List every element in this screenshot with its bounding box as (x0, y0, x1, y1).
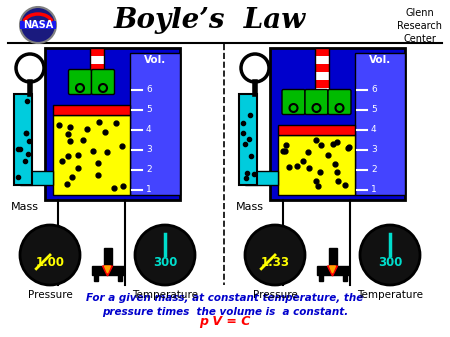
Bar (130, 53, 180, 195)
Circle shape (312, 104, 320, 112)
Bar (94, 275, 98, 281)
Text: 1.00: 1.00 (36, 256, 64, 270)
FancyBboxPatch shape (328, 90, 351, 115)
Bar (355, 53, 405, 195)
FancyBboxPatch shape (68, 69, 91, 94)
Text: Mass: Mass (11, 202, 39, 212)
Polygon shape (103, 266, 112, 276)
Bar (278, 135, 355, 195)
Text: 1: 1 (371, 185, 377, 194)
Circle shape (76, 84, 84, 92)
Bar (14, 94, 32, 185)
Text: NASA: NASA (23, 20, 53, 30)
Bar (315, 56, 328, 64)
Circle shape (20, 225, 80, 285)
Bar (20, 21, 56, 29)
Circle shape (20, 7, 56, 43)
Bar (239, 94, 257, 185)
Bar (315, 104, 328, 108)
Bar (90, 64, 104, 72)
Bar (90, 80, 104, 88)
Text: 4: 4 (146, 125, 152, 134)
Text: 1: 1 (146, 185, 152, 194)
Text: 5: 5 (371, 105, 377, 115)
Text: 2: 2 (146, 165, 152, 175)
Text: 300: 300 (378, 256, 402, 270)
Bar (90, 48, 104, 88)
FancyBboxPatch shape (91, 69, 114, 94)
Text: Mass: Mass (236, 202, 264, 212)
Bar (245, 171, 278, 185)
Bar (328, 248, 337, 266)
Bar (342, 275, 346, 281)
Text: Pressure: Pressure (252, 290, 297, 300)
Bar (319, 275, 323, 281)
Text: 5: 5 (146, 105, 152, 115)
Text: Vol.: Vol. (369, 55, 391, 65)
Text: Vol.: Vol. (144, 55, 166, 65)
Bar (45, 48, 180, 200)
FancyBboxPatch shape (305, 90, 328, 115)
Circle shape (336, 104, 343, 112)
Polygon shape (328, 266, 338, 276)
Bar (315, 48, 328, 56)
Circle shape (289, 104, 297, 112)
Bar (315, 72, 328, 80)
Bar (90, 72, 104, 80)
Bar (315, 48, 328, 108)
Polygon shape (329, 266, 336, 273)
Text: p V = C: p V = C (199, 315, 251, 328)
Circle shape (99, 84, 107, 92)
Bar (90, 56, 104, 64)
Text: For a given mass, at constant temperature, the
pressure times  the volume is  a : For a given mass, at constant temperatur… (86, 293, 364, 317)
Bar (53, 105, 130, 115)
Circle shape (135, 225, 195, 285)
Bar (53, 115, 130, 195)
Bar (270, 48, 405, 200)
Text: Glenn
Research
Center: Glenn Research Center (397, 8, 442, 44)
Polygon shape (104, 266, 111, 273)
Text: 6: 6 (371, 86, 377, 94)
Circle shape (360, 225, 420, 285)
Bar (278, 125, 355, 135)
Bar (104, 248, 112, 266)
Bar (315, 80, 328, 88)
Text: 2: 2 (371, 165, 377, 175)
Text: 4: 4 (371, 125, 377, 134)
Text: Boyle’s  Law: Boyle’s Law (114, 6, 306, 33)
Text: 300: 300 (153, 256, 177, 270)
Bar (315, 96, 328, 104)
Bar (20, 171, 53, 185)
Bar (315, 64, 328, 72)
Text: Temperature: Temperature (357, 290, 423, 300)
FancyBboxPatch shape (282, 90, 305, 115)
Bar (117, 275, 122, 281)
Bar (90, 48, 104, 56)
Circle shape (245, 225, 305, 285)
Text: Pressure: Pressure (27, 290, 72, 300)
Bar (91, 266, 123, 275)
Bar (316, 266, 348, 275)
Text: Temperature: Temperature (132, 290, 198, 300)
Text: 1.33: 1.33 (261, 256, 289, 270)
Text: 6: 6 (146, 86, 152, 94)
Bar (315, 88, 328, 96)
Text: 3: 3 (371, 146, 377, 154)
Text: 3: 3 (146, 146, 152, 154)
